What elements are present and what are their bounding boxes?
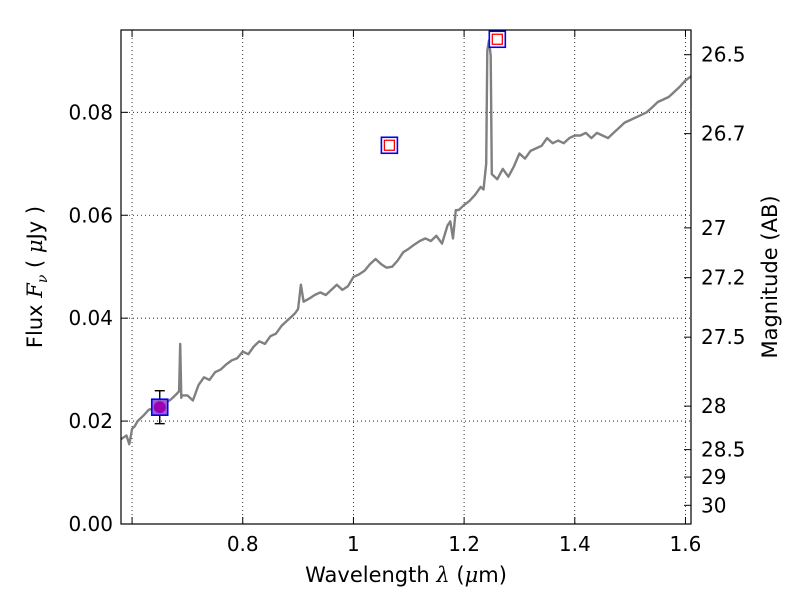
x-tick-label: 1 [347,532,360,556]
y-axis-label-prefix: Flux [23,304,47,348]
y-tick-label: 0.08 [68,100,113,124]
y-axis-label-subscript: ν [35,274,51,283]
spectrum-series [120,39,692,446]
magnitude-tick-label: 26.5 [701,43,746,67]
observed-flux-marker [153,401,166,414]
y-axis-label-unit-mu: μ [23,239,47,253]
x-axis-label: Wavelength λ (μm) [305,563,507,587]
magnitude-tick-label: 27.5 [701,325,746,349]
magnitude-tick-label: 27 [701,216,726,240]
x-tick-label: 1.2 [448,532,480,556]
x-tick-label: 1.6 [670,532,702,556]
model-flux-marker [383,139,396,151]
model-flux-marker [491,33,503,45]
x-axis-label-unit-rest: m) [478,563,507,587]
spectrum-line [120,39,692,446]
y-tick-label: 0.06 [68,203,113,227]
photometry-point [488,30,507,49]
photometry-marker [488,30,507,49]
right-axis-label: Magnitude (AB) [758,195,782,358]
y-axis-label-unit-open: ( [23,260,47,268]
magnitude-tick-label: 30 [701,493,726,517]
magnitude-tick-label: 26.7 [701,122,746,146]
y-tick-label: 0.04 [68,306,113,330]
photometry-points [150,30,507,425]
x-axis-label-unit-mu: μ [465,563,479,587]
y-tick-label: 0.00 [68,512,113,536]
axis-ticks: 0.8 1 1.2 1.4 1.6 0.00 0.02 0.04 0.06 0.08 26.5 26.… [68,30,746,556]
magnitude-tick-label: 28 [701,394,726,418]
grid-lines [121,30,691,525]
x-axis-label-symbol: λ [435,563,449,587]
x-tick-label: 1.4 [559,532,591,556]
y-tick-label: 0.02 [68,409,113,433]
y-axis-label-unit-rest: Jy [23,221,47,242]
magnitude-tick-label: 27.2 [701,266,746,290]
x-tick-label: 0.8 [227,532,259,556]
plot-frame [120,29,692,525]
photometry-marker [380,136,399,155]
y-axis-label: Flux Fν ( μJy ) [23,206,51,348]
x-axis-label-unit-open: ( [456,563,464,587]
y-axis-label-symbol: F [23,282,47,299]
x-axis-label-prefix: Wavelength [305,563,430,587]
y-axis-label-unit-close: ) [23,206,47,214]
photometry-point [150,390,169,425]
magnitude-tick-label: 28.5 [701,438,746,462]
photometry-point [380,136,399,155]
magnitude-tick-label: 29 [701,465,726,489]
